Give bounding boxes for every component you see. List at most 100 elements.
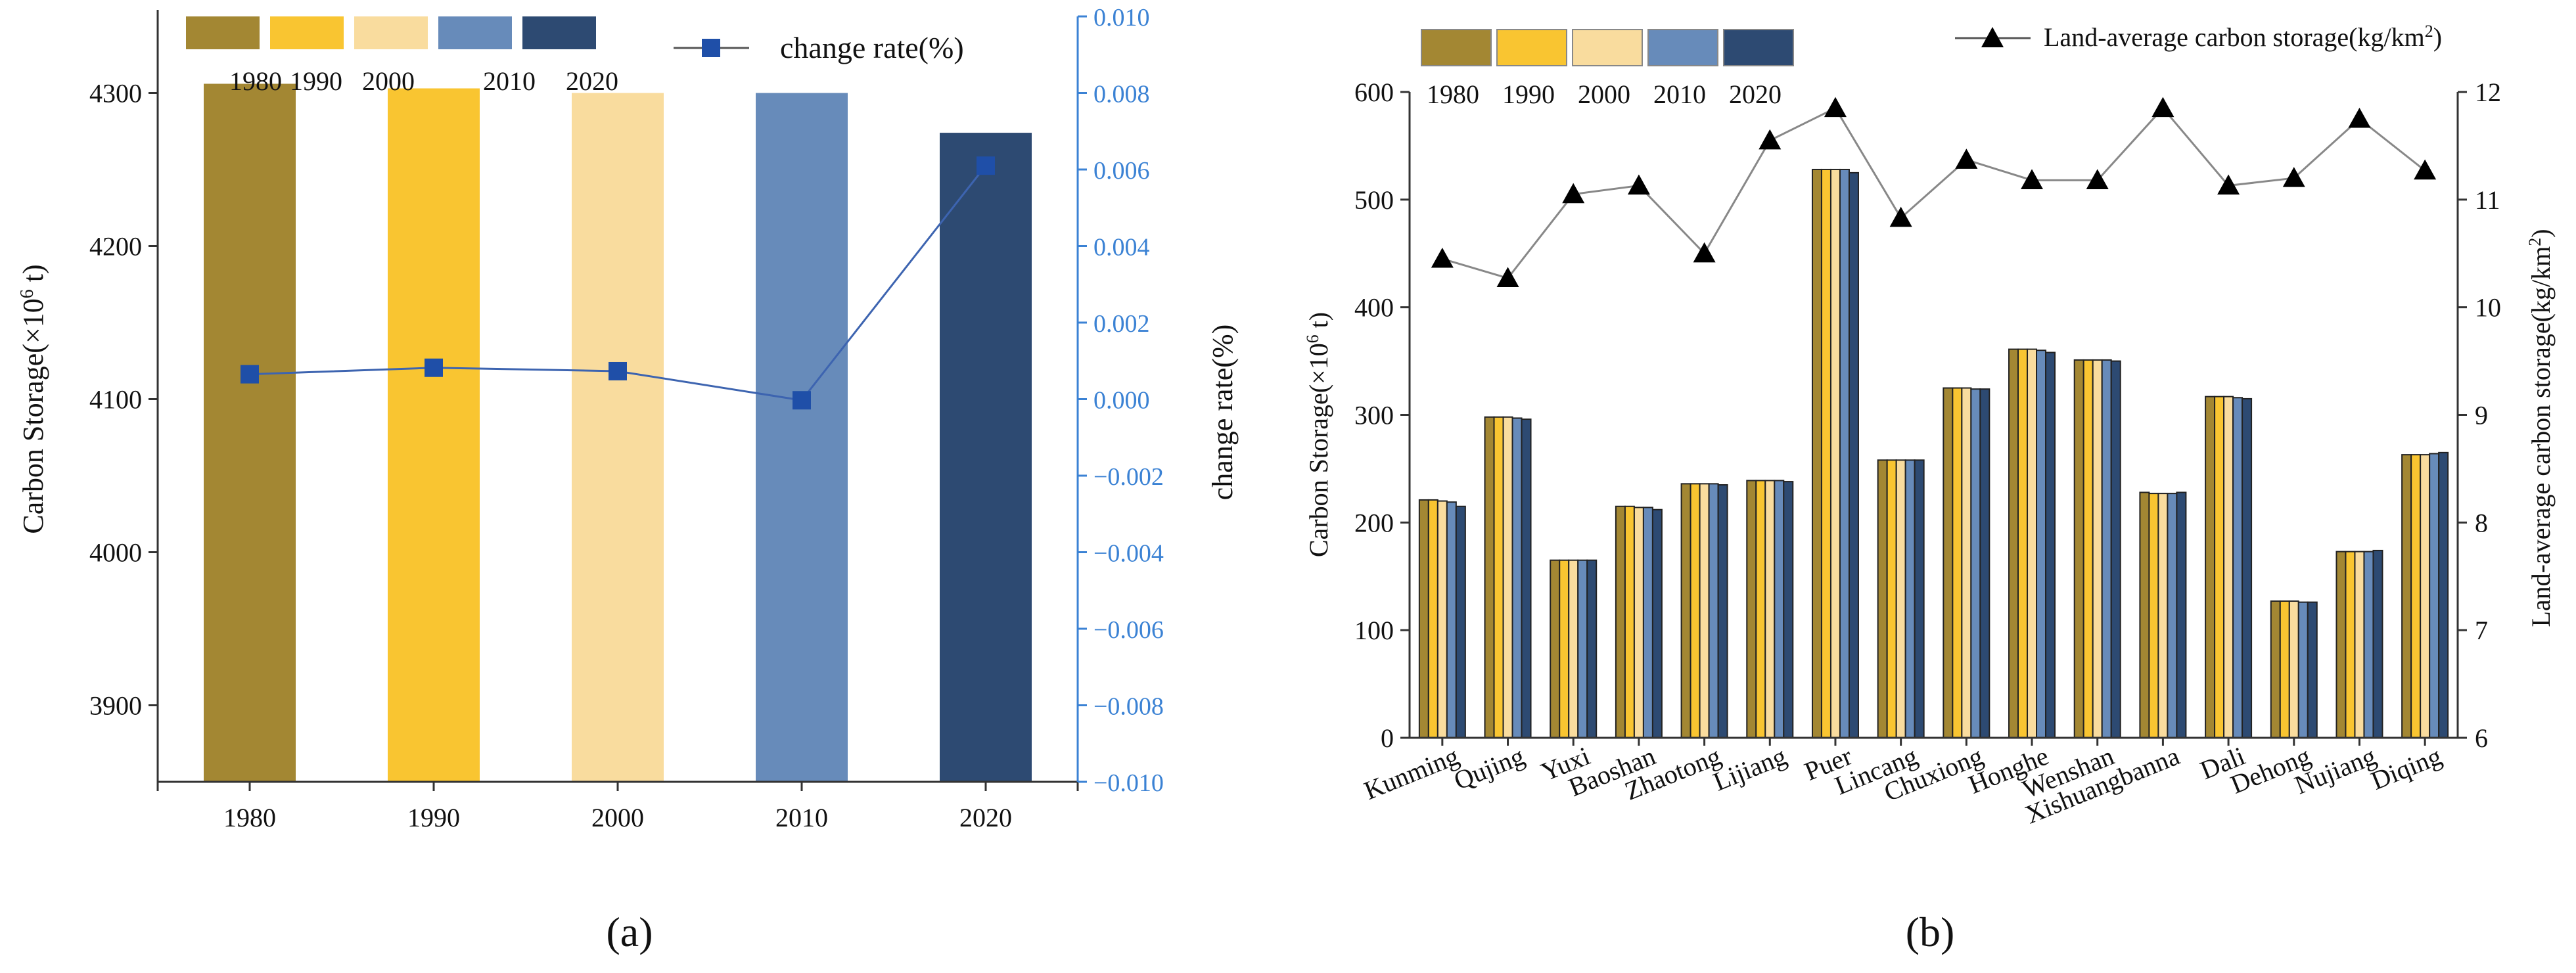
legend-land-average-label: Land-average carbon storage(kg/km2): [2044, 22, 2442, 53]
bar-Puer-2020: [1848, 171, 1859, 738]
bar-Zhaotong-2020: [1717, 484, 1728, 738]
land-average-point-Dali: [2217, 174, 2240, 195]
bar-Honghe-1990: [2017, 348, 2029, 738]
legend-label: 2010: [483, 66, 536, 96]
legend-swatch-1990: [1496, 29, 1567, 66]
y-axis-title-left: Carbon Storage(×106 t): [17, 264, 50, 533]
bar-Puer-2000: [1829, 168, 1841, 738]
bar-Nujiang-1990: [2345, 551, 2356, 739]
bar-Lijiang-1980: [1746, 480, 1757, 739]
y-tick-label-right: −0.008: [1093, 693, 1164, 721]
bar-Qujing-1990: [1493, 416, 1504, 738]
legend-swatch-2020: [1723, 29, 1794, 66]
y-axis-title-left: Carbon Storage(×106 t): [1303, 312, 1334, 557]
y-tick-label-right: −0.004: [1093, 540, 1164, 568]
bar-Qujing-1980: [1484, 416, 1495, 738]
bar-Honghe-1980: [2008, 348, 2019, 738]
bar-Zhaotong-1990: [1690, 483, 1701, 738]
y-tick-label-right: 0.002: [1093, 310, 1150, 338]
y-tick-label-right: 0.008: [1093, 81, 1150, 108]
bar-Kunming-1990: [1427, 499, 1438, 738]
land-average-point-Chuxiong: [1955, 148, 1978, 169]
bar-Kunming-2000: [1437, 500, 1448, 738]
bar-Dehong-1980: [2270, 600, 2281, 738]
bar-Nujiang-2010: [2363, 551, 2374, 739]
y-tick-label-right: 8: [2475, 508, 2488, 537]
bar-Diqing-2000: [2420, 454, 2431, 738]
x-tick-label: Lijiang: [1709, 741, 1791, 797]
x-tick-label: 2020: [959, 803, 1012, 832]
y-tick-label-left: 200: [1354, 508, 1394, 537]
bar-Lijiang-2000: [1764, 480, 1776, 739]
bar-Qujing-2010: [1511, 417, 1523, 738]
legend-label: 1990: [1502, 79, 1555, 109]
bar-Yuxi-2010: [1577, 559, 1588, 738]
legend-swatch-2020: [522, 16, 596, 49]
bar-Zhaotong-1980: [1680, 483, 1691, 738]
legend-label: 1990: [290, 66, 342, 96]
land-average-point-Diqing: [2414, 159, 2437, 180]
y-tick-label-right: 12: [2475, 78, 2501, 107]
change-rate-point-1980: [241, 365, 259, 384]
y-tick-label-left: 4300: [89, 79, 142, 108]
land-average-point-Xishuangbanna: [2151, 97, 2174, 118]
land-average-point-Honghe: [2021, 169, 2044, 189]
bar-Honghe-2010: [2036, 350, 2047, 738]
land-average-point-Lincang: [1889, 206, 1912, 227]
x-tick-label: Qujing: [1450, 741, 1529, 796]
bar-Xishuangbanna-2010: [2167, 493, 2178, 738]
land-average-point-Kunming: [1431, 247, 1454, 268]
bar-Baoshan-2010: [1642, 507, 1653, 738]
bar-Lincang-1980: [1877, 459, 1888, 738]
y-tick-label-right: −0.010: [1093, 769, 1164, 797]
bar-Nujiang-2000: [2354, 551, 2365, 739]
land-average-point-Zhaotong: [1693, 242, 1716, 263]
land-average-point-Wenshan: [2086, 169, 2109, 189]
land-average-point-Yuxi: [1562, 183, 1585, 204]
bar-Baoshan-2000: [1633, 507, 1644, 738]
bar-Xishuangbanna-1980: [2139, 491, 2150, 739]
legend-label: 2010: [1653, 79, 1706, 109]
legend-label: 1980: [229, 66, 282, 96]
bar-Dehong-2010: [2297, 601, 2309, 738]
bar-Diqing-1990: [2410, 454, 2422, 738]
bar-Lijiang-1990: [1755, 480, 1766, 739]
bar-Dali-2020: [2242, 397, 2253, 738]
legend-swatch-2010: [1647, 29, 1718, 66]
bar-Kunming-2010: [1446, 501, 1457, 739]
bar-Lincang-2010: [1904, 459, 1916, 738]
bar-Puer-1980: [1811, 168, 1822, 738]
bar-Chuxiong-2020: [1979, 388, 1990, 738]
legend-label: 2020: [1729, 79, 1782, 109]
bar-Chuxiong-1980: [1943, 387, 1954, 738]
bar-2000: [572, 93, 664, 782]
bar-Dali-2010: [2232, 397, 2243, 738]
bar-Lijiang-2020: [1783, 481, 1794, 738]
y-tick-label-left: 100: [1354, 616, 1394, 645]
bar-Zhaotong-2000: [1699, 483, 1710, 738]
legend-label: 1980: [1427, 79, 1479, 109]
y-tick-label-right: 0.006: [1093, 157, 1150, 185]
y-tick-label-right: 9: [2475, 401, 2488, 430]
y-tick-label-left: 600: [1354, 78, 1394, 107]
bar-Wenshan-2000: [2092, 359, 2103, 738]
bar-Lincang-2000: [1895, 459, 1906, 738]
bar-1980: [204, 83, 296, 782]
y-tick-label-right: 0.010: [1093, 4, 1150, 32]
y-tick-label-right: 11: [2475, 185, 2500, 215]
y-tick-label-right: 0.000: [1093, 387, 1150, 415]
land-average-line: [1442, 106, 2426, 280]
x-tick-label: 1980: [223, 803, 276, 832]
bar-Wenshan-1980: [2073, 359, 2084, 738]
panel-b: 0 100 200 300 400 500 600 6 7 8 9 10 11 12 KunmingQuji…: [1303, 22, 2556, 956]
change-rate-point-1990: [425, 358, 443, 377]
legend-marker: [1981, 27, 2004, 47]
legend-label: 2000: [1578, 79, 1630, 109]
legend-label: 2000: [362, 66, 415, 96]
bar-Yuxi-2020: [1586, 559, 1598, 738]
bar-Chuxiong-1990: [1952, 387, 1963, 738]
bar-Yuxi-2000: [1568, 559, 1579, 738]
legend-swatch-2010: [438, 16, 512, 49]
y-tick-label-left: 4100: [89, 385, 142, 415]
